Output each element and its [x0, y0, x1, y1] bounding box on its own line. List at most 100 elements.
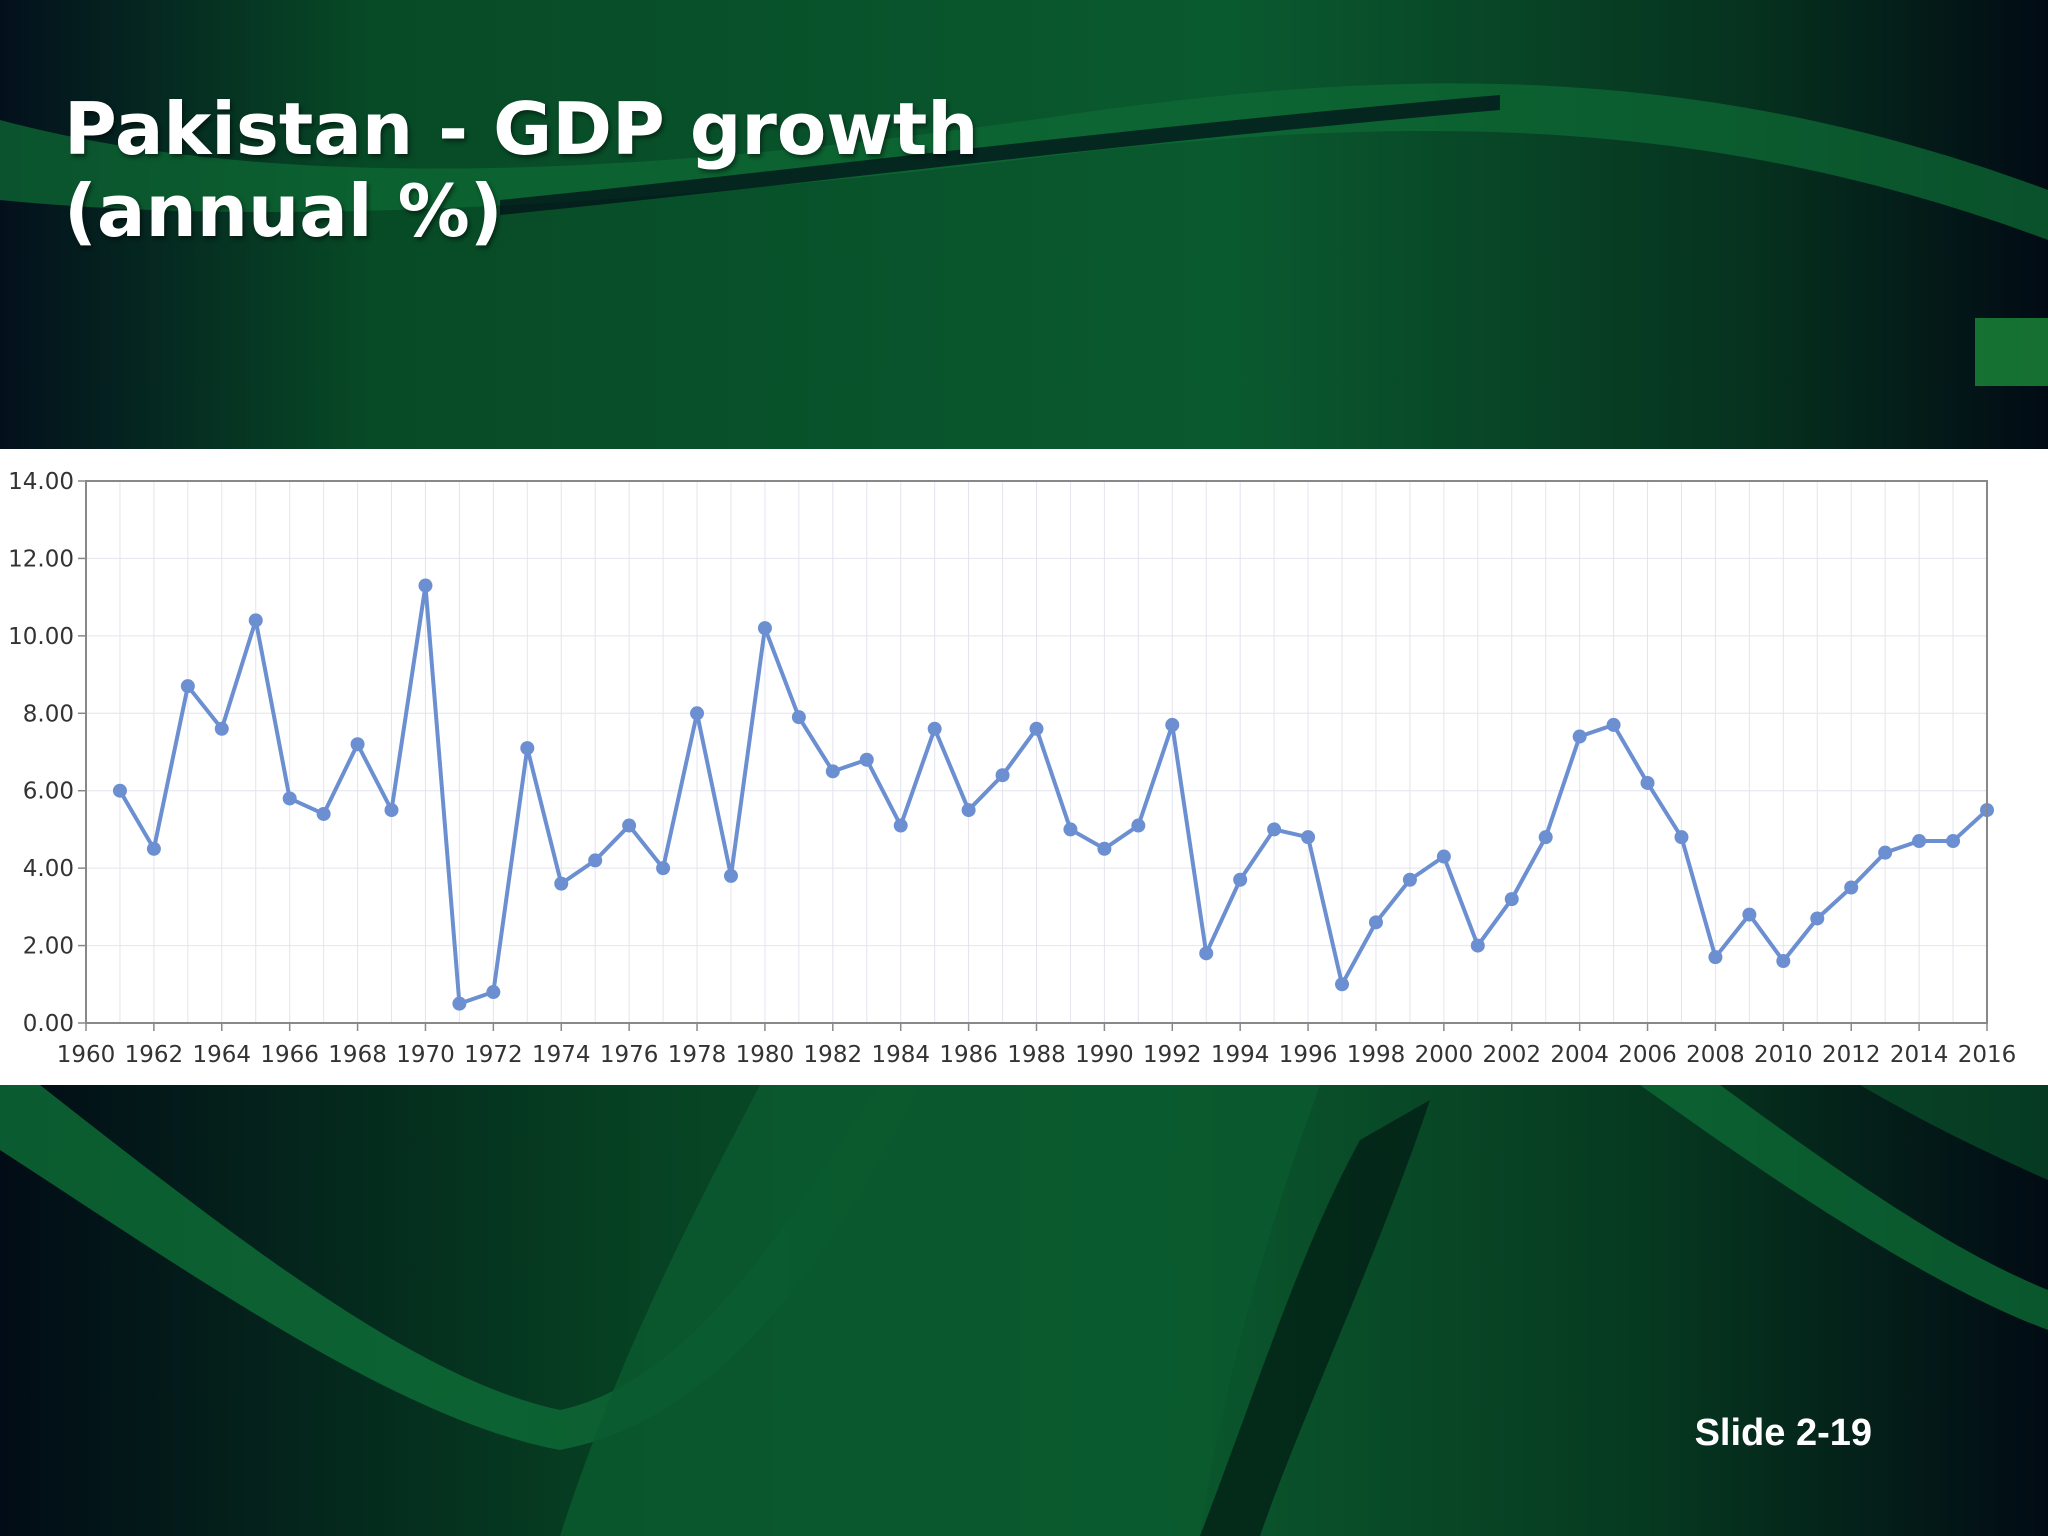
data-point — [112, 783, 127, 798]
data-point — [1606, 717, 1621, 732]
data-point — [1097, 841, 1112, 856]
data-point — [1946, 834, 1961, 849]
data-point — [520, 741, 535, 756]
data-point — [1233, 872, 1248, 887]
data-point — [1368, 915, 1383, 930]
x-axis-ticks: 1960 1962 1964 1966 1968 1970 1972 1974 1976 1978… — [57, 1023, 2017, 1068]
data-point — [1131, 818, 1146, 833]
data-point — [282, 791, 297, 806]
x-tick-label: 1974 — [532, 1042, 591, 1068]
chart-grid — [85, 480, 1988, 1024]
x-tick-label: 2008 — [1686, 1042, 1745, 1068]
data-point — [1199, 946, 1214, 961]
data-point — [1674, 830, 1689, 845]
data-point — [1776, 954, 1791, 969]
data-point — [350, 737, 365, 752]
data-point — [723, 868, 738, 883]
slide-title-line1: Pakistan - GDP growth — [64, 87, 979, 171]
data-point — [1538, 830, 1553, 845]
x-tick-label: 1988 — [1007, 1042, 1066, 1068]
data-point — [995, 768, 1010, 783]
slide-title: Pakistan - GDP growth (annual %) — [64, 88, 1264, 252]
data-point — [248, 613, 263, 628]
data-point — [384, 803, 399, 818]
data-point — [1301, 830, 1316, 845]
x-tick-label: 1962 — [125, 1042, 184, 1068]
x-tick-label: 1978 — [668, 1042, 727, 1068]
x-tick-label: 1996 — [1279, 1042, 1338, 1068]
data-point — [1742, 907, 1757, 922]
data-point — [1912, 834, 1927, 849]
data-point — [690, 706, 705, 721]
x-tick-label: 1964 — [193, 1042, 252, 1068]
y-tick-label: 0.00 — [23, 1011, 74, 1037]
x-tick-label: 2000 — [1415, 1042, 1474, 1068]
x-tick-label: 2012 — [1822, 1042, 1881, 1068]
y-tick-label: 4.00 — [23, 856, 74, 882]
chart-panel: 0.00 2.00 4.00 6.00 8.00 10.00 12.00 14.00 1960… — [0, 449, 2048, 1085]
data-point — [791, 710, 806, 725]
slide-title-line2: (annual %) — [64, 169, 503, 253]
data-point — [961, 803, 976, 818]
x-tick-label: 1990 — [1075, 1042, 1134, 1068]
x-tick-label: 1986 — [939, 1042, 998, 1068]
data-point — [554, 876, 569, 891]
y-tick-label: 14.00 — [8, 469, 74, 495]
x-tick-label: 1982 — [804, 1042, 863, 1068]
x-tick-label: 1968 — [328, 1042, 387, 1068]
series-line — [118, 583, 1989, 1006]
data-point — [146, 841, 161, 856]
data-point — [859, 752, 874, 767]
data-point — [1504, 892, 1519, 907]
y-tick-label: 6.00 — [23, 779, 74, 805]
x-tick-label: 1972 — [464, 1042, 523, 1068]
data-point — [1708, 950, 1723, 965]
y-axis-ticks: 0.00 2.00 4.00 6.00 8.00 10.00 12.00 14.00 — [8, 469, 86, 1037]
y-tick-label: 10.00 — [8, 624, 74, 650]
data-point — [1470, 938, 1485, 953]
data-point — [1063, 822, 1078, 837]
x-tick-label: 2016 — [1958, 1042, 2017, 1068]
data-point — [316, 806, 331, 821]
data-point — [1878, 845, 1893, 860]
x-tick-label: 2006 — [1618, 1042, 1677, 1068]
data-point — [1572, 729, 1587, 744]
x-tick-label: 2002 — [1482, 1042, 1541, 1068]
data-point — [1844, 880, 1859, 895]
x-tick-label: 1960 — [57, 1042, 116, 1068]
data-point — [757, 621, 772, 636]
x-tick-label: 1970 — [396, 1042, 455, 1068]
x-tick-label: 1992 — [1143, 1042, 1202, 1068]
data-point — [1029, 721, 1044, 736]
x-tick-label: 2010 — [1754, 1042, 1813, 1068]
data-point — [180, 679, 195, 694]
x-tick-label: 1966 — [260, 1042, 319, 1068]
data-point — [418, 578, 433, 593]
data-point — [452, 996, 467, 1011]
x-tick-label: 1984 — [871, 1042, 930, 1068]
data-point — [486, 985, 501, 1000]
x-tick-label: 2004 — [1550, 1042, 1609, 1068]
data-point — [622, 818, 637, 833]
data-point — [588, 853, 603, 868]
gdp-growth-line-chart: 0.00 2.00 4.00 6.00 8.00 10.00 12.00 14.00 1960… — [8, 469, 2017, 1068]
data-point — [825, 764, 840, 779]
x-tick-label: 1980 — [736, 1042, 795, 1068]
data-point — [927, 721, 942, 736]
y-tick-label: 12.00 — [8, 546, 74, 572]
data-point — [893, 818, 908, 833]
data-point — [214, 721, 229, 736]
data-point — [1436, 849, 1451, 864]
data-point — [1267, 822, 1282, 837]
series-group — [112, 578, 1994, 1011]
x-tick-label: 1976 — [600, 1042, 659, 1068]
plot-frame — [85, 480, 1988, 1024]
data-point — [1402, 872, 1417, 887]
data-point — [656, 861, 671, 876]
x-tick-label: 1994 — [1211, 1042, 1270, 1068]
data-point — [1640, 775, 1655, 790]
x-tick-label: 2014 — [1890, 1042, 1949, 1068]
y-tick-label: 2.00 — [23, 934, 74, 960]
x-tick-label: 1998 — [1347, 1042, 1406, 1068]
